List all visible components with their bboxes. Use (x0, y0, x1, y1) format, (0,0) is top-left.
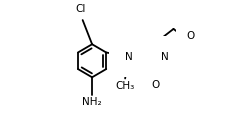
Text: O: O (187, 31, 195, 41)
Text: NH₂: NH₂ (82, 97, 102, 107)
Text: O: O (151, 80, 160, 90)
Text: N: N (161, 52, 169, 62)
Text: Cl: Cl (75, 4, 85, 14)
Text: N: N (125, 52, 133, 62)
Text: CH₃: CH₃ (115, 81, 135, 91)
